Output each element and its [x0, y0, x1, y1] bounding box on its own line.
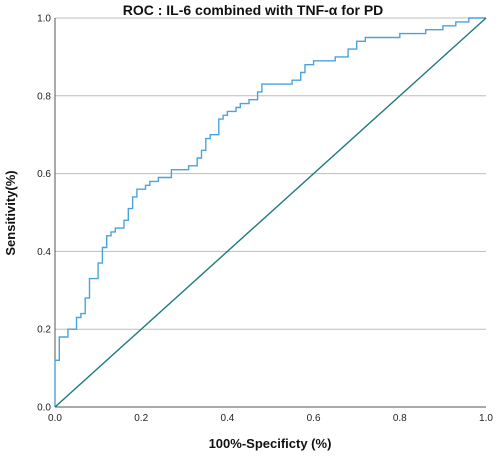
x-tick-label-0: 0.0 [48, 413, 62, 424]
plot-frame [54, 18, 486, 408]
x-axis-title: 100%-Specificty (%) [209, 436, 332, 451]
x-tick-label-5: 1.0 [479, 413, 493, 424]
x-tick-label-4: 0.8 [393, 413, 407, 424]
x-tick-label-3: 0.6 [307, 413, 321, 424]
reference-diagonal-line [54, 17, 487, 408]
y-tick-label-1: 0.2 [37, 325, 51, 336]
x-tick-labels: 0.0 0.2 0.4 0.6 0.8 1.0 [48, 413, 493, 424]
y-tick-label-3: 0.6 [37, 169, 51, 180]
y-tick-label-0: 0.0 [37, 403, 51, 414]
x-tick-label-1: 0.2 [134, 413, 148, 424]
roc-curve-line [54, 17, 486, 407]
x-tick-label-2: 0.4 [220, 413, 234, 424]
y-tick-label-4: 0.8 [37, 91, 51, 102]
y-tick-labels: 0.0 0.2 0.4 0.6 0.8 1.0 [37, 14, 51, 414]
series-layer [54, 17, 487, 408]
chart-title: ROC : IL-6 combined with TNF-α for PD [123, 2, 384, 18]
y-axis-title: Sensitivity(%) [3, 170, 18, 255]
y-tick-label-5: 1.0 [37, 14, 51, 25]
y-tick-label-2: 0.4 [37, 247, 51, 258]
